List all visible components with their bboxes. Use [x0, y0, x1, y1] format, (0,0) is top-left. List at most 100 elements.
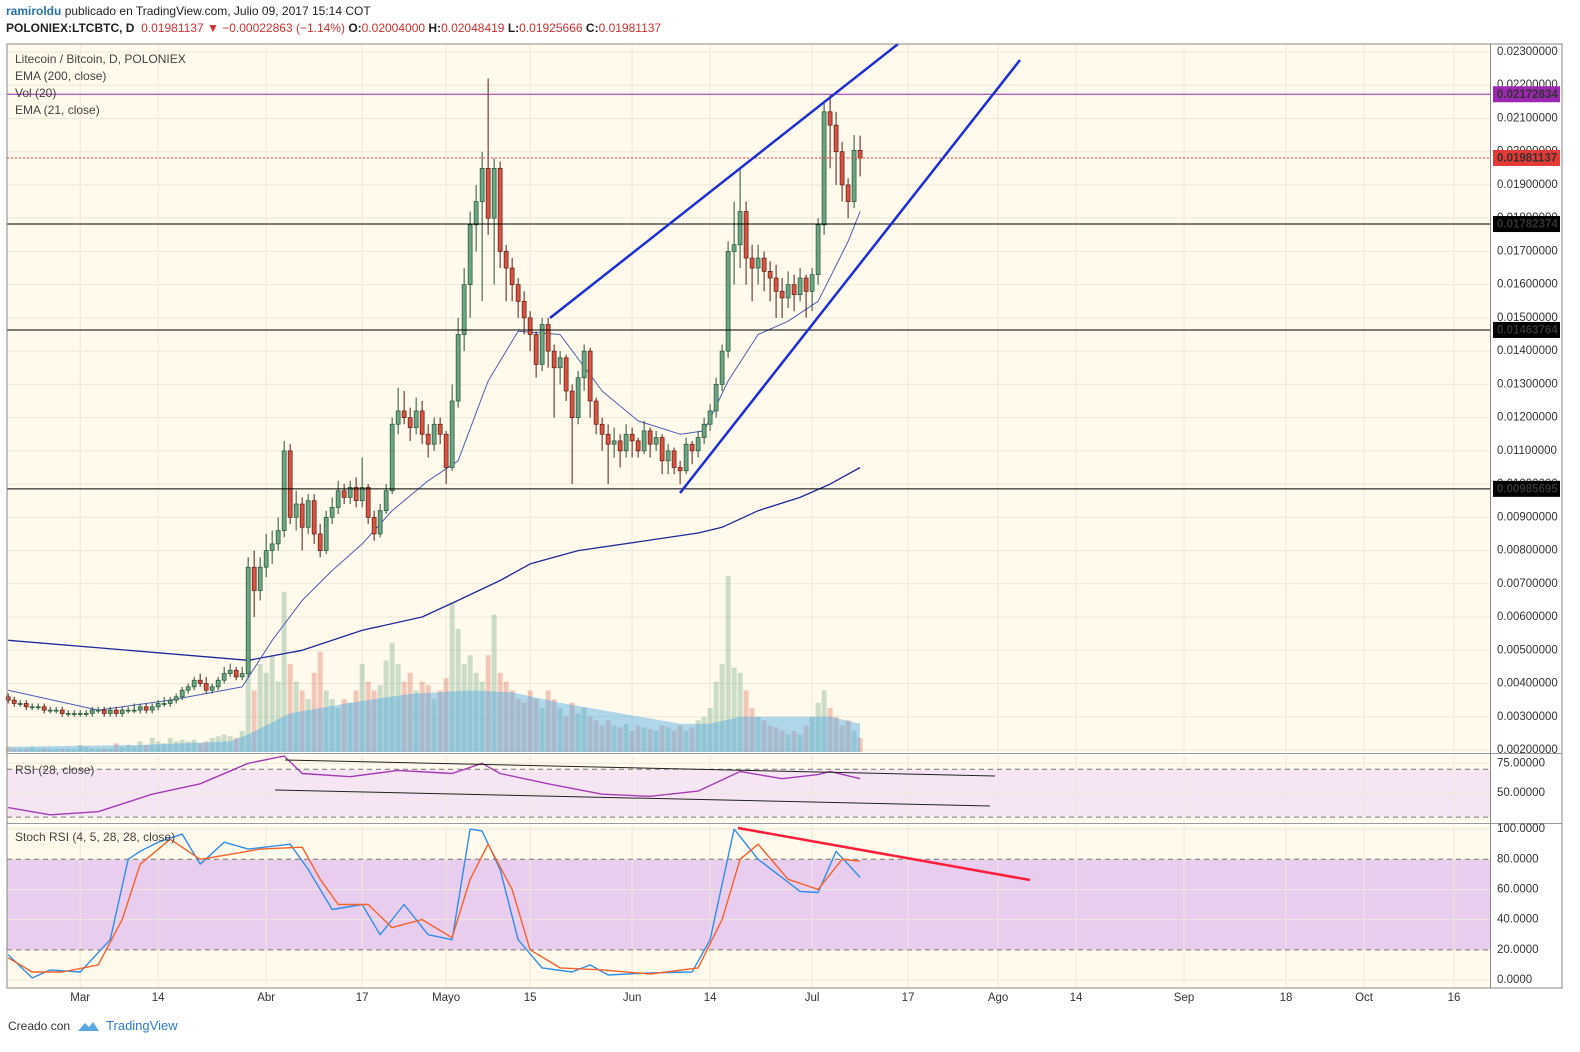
candle-body — [89, 709, 95, 714]
candle-body — [605, 433, 611, 445]
legend-entry: EMA (21, close) — [15, 103, 100, 117]
y-tick-label: 0.00900000 — [1497, 511, 1558, 523]
candle-body — [17, 703, 23, 705]
logo[interactable] — [76, 1019, 100, 1033]
volume-bar — [95, 748, 101, 752]
candle-body — [389, 423, 395, 492]
x-tick-label: Jun — [623, 992, 642, 1004]
y-tick-label: 0.01600000 — [1497, 279, 1558, 291]
ema-line — [8, 211, 861, 711]
brand[interactable]: TradingView — [106, 1018, 178, 1033]
candle-body — [311, 500, 317, 535]
candle-body — [653, 437, 659, 445]
candle-body — [227, 669, 233, 674]
price-pane — [7, 44, 1490, 752]
volume-bar — [725, 576, 731, 752]
candle-body — [671, 450, 677, 468]
y-tick-label: 0.02100000 — [1497, 112, 1558, 124]
ema-line — [8, 466, 861, 661]
y-tick-label: 0.01700000 — [1497, 245, 1558, 257]
candle-body — [845, 184, 851, 202]
band — [7, 859, 1490, 950]
candle-body — [593, 400, 599, 425]
volume-bar — [563, 716, 569, 752]
volume-bar — [851, 730, 857, 752]
volume-bar — [509, 690, 515, 752]
candle-body — [467, 224, 473, 286]
indicator-line — [8, 755, 861, 816]
candle-body — [347, 487, 353, 498]
candle-body — [407, 417, 413, 428]
candle-body — [125, 709, 131, 712]
candle-body — [737, 211, 743, 246]
y-tick-label: 0.00300000 — [1497, 711, 1558, 723]
candle-body — [209, 686, 215, 691]
price-level-label: 0.01981137 — [1497, 152, 1557, 164]
volume-bar — [227, 736, 233, 752]
trend-line — [274, 789, 991, 807]
price-level-tag — [1493, 480, 1560, 497]
logo-shape — [78, 1021, 100, 1031]
volume-bar — [587, 716, 593, 752]
author[interactable]: ramiroldu — [6, 4, 62, 18]
volume-bar — [449, 602, 455, 752]
candle-body — [641, 430, 647, 452]
y-tick-label: 0.01900000 — [1497, 179, 1558, 191]
volume-bar — [287, 664, 293, 752]
volume-bar — [761, 720, 767, 752]
volume-bar — [755, 716, 761, 752]
ohlc-label: H: — [428, 21, 442, 35]
candle-body — [107, 709, 113, 714]
candle-body — [83, 713, 89, 715]
candle-body — [731, 244, 737, 252]
y-tick-label: 0.0000 — [1497, 974, 1532, 986]
candle-body — [53, 709, 59, 712]
candle-body — [323, 516, 329, 551]
candle-body — [173, 696, 179, 701]
candle-body — [503, 251, 509, 269]
y-tick-label: 20.0000 — [1497, 944, 1539, 956]
volume-bar — [497, 672, 503, 752]
volume-bar — [371, 690, 377, 752]
volume-bar — [515, 699, 521, 752]
volume-bar — [845, 720, 851, 752]
volume-bar — [623, 723, 629, 752]
volume-bar — [743, 690, 749, 752]
volume-bar — [353, 690, 359, 752]
volume-bar — [17, 748, 23, 752]
volume-bar — [365, 681, 371, 752]
candle-body — [197, 679, 203, 684]
volume-bar — [839, 725, 845, 752]
candle-body — [5, 696, 11, 701]
volume-bar — [317, 651, 323, 752]
candle-body — [293, 503, 299, 518]
x-tick-label: Sep — [1174, 992, 1194, 1004]
volume-bar — [647, 729, 653, 752]
volume-bar — [89, 748, 95, 752]
trend-line — [549, 43, 899, 319]
volume-bar — [737, 672, 743, 752]
volume-bar — [209, 737, 215, 752]
volume-bar — [59, 748, 65, 752]
volume-bar — [53, 748, 59, 752]
volume-bar — [341, 699, 347, 752]
volume-bar — [143, 744, 149, 752]
candle-body — [443, 433, 449, 468]
volume-bar — [701, 716, 707, 752]
volume-bar — [485, 655, 491, 752]
y-tick-label: 0.00600000 — [1497, 611, 1558, 623]
volume-bar — [617, 727, 623, 752]
volume-bar — [599, 725, 605, 752]
candle-body — [473, 201, 479, 226]
y-tick-label: 100.0000 — [1497, 823, 1545, 835]
volume-bar — [695, 720, 701, 752]
candle-body — [809, 274, 815, 292]
footer: Creado con TradingView — [8, 1018, 178, 1033]
volume-bar — [545, 690, 551, 752]
ohlc-value: 0.01925666 — [519, 21, 583, 35]
candle-body — [413, 410, 419, 428]
volume-bar — [527, 690, 533, 752]
price-level-tag — [1493, 321, 1560, 338]
ohlc-value: 0.02048419 — [441, 21, 505, 35]
candle-body — [617, 440, 623, 452]
